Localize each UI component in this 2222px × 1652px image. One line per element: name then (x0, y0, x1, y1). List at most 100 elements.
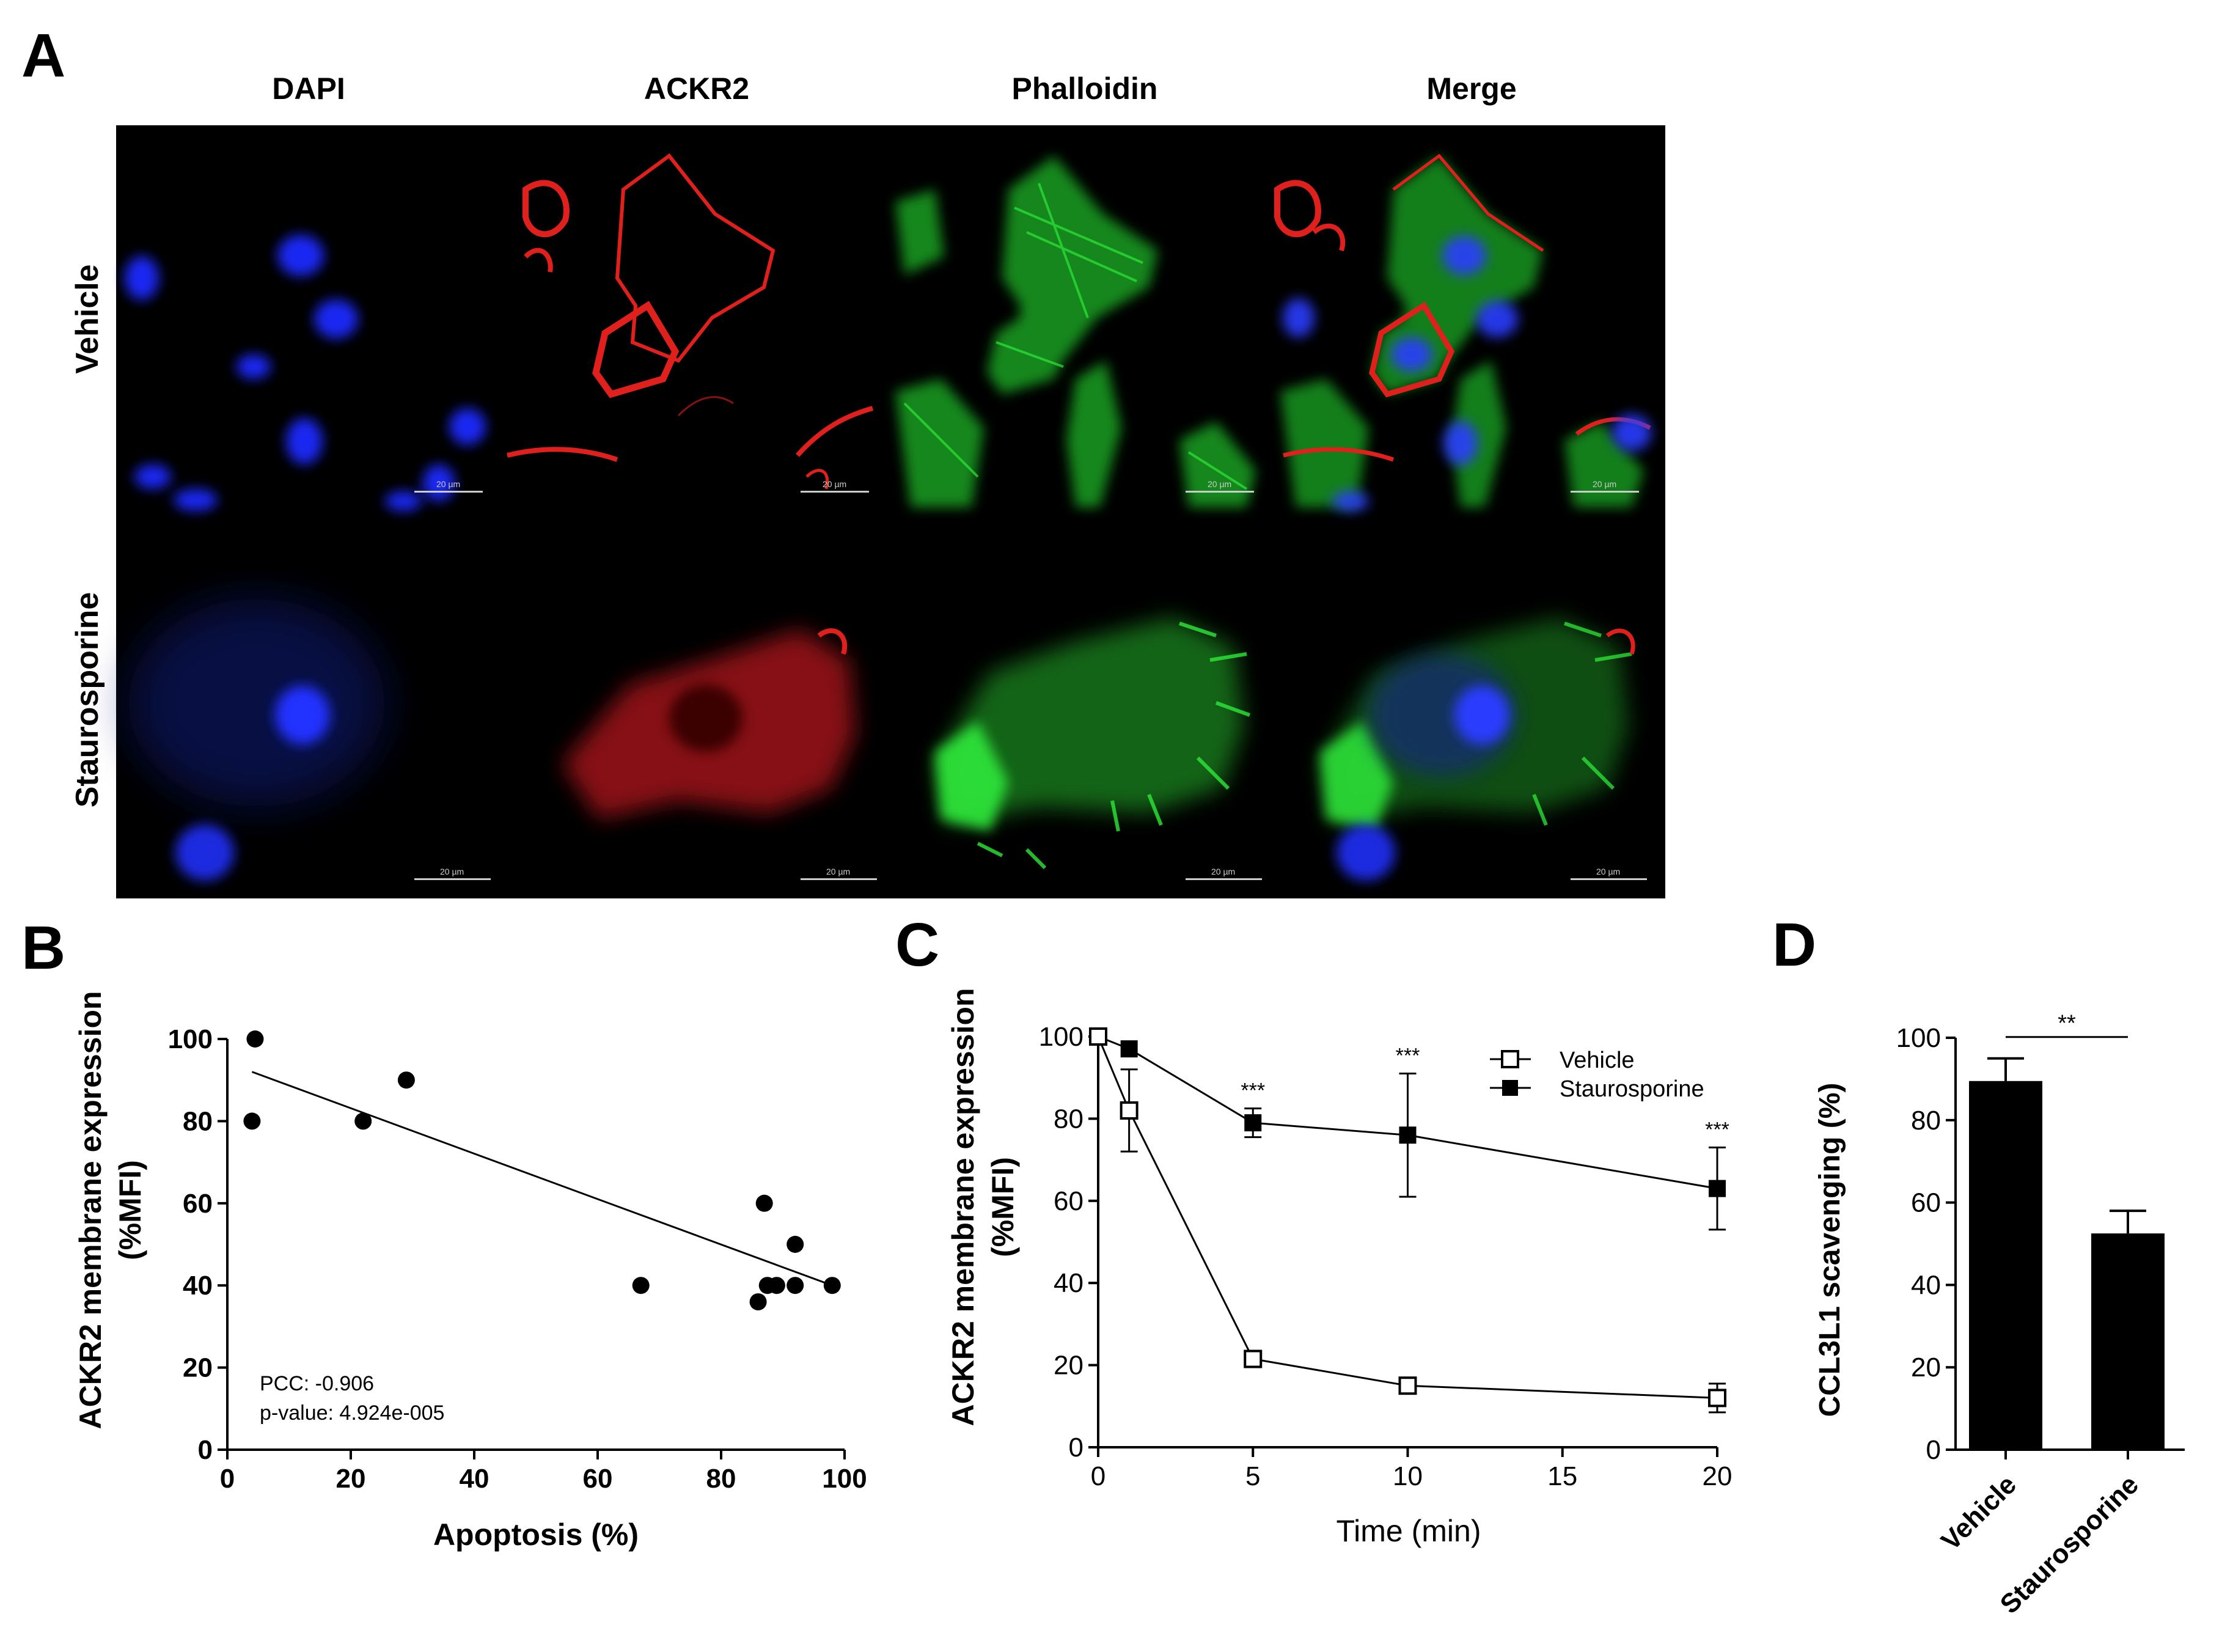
panel-c: C ACKR2 membrane expression (%MFI) Time … (895, 911, 1732, 1548)
y-tick-label: 20 (1911, 1353, 1941, 1382)
y-tick-label: 80 (183, 1106, 213, 1136)
b-data-point (768, 1277, 785, 1294)
b-axes: 0 20 40 60 80 100 0 20 40 60 80 100 (168, 1024, 867, 1494)
micrograph-vehicle-ackr2 (507, 153, 874, 490)
micrograph-staurosporine-phalloidin (935, 617, 1251, 870)
x-tick-label: 0 (1091, 1461, 1106, 1491)
x-tick-label: 5 (1245, 1461, 1260, 1491)
c-legend-vehicle: Vehicle (1560, 1048, 1635, 1073)
x-tick-label: 15 (1547, 1461, 1577, 1491)
y-tick-label: 0 (198, 1435, 213, 1465)
c-legend-marker-vehicle (1501, 1050, 1519, 1068)
y-tick-label: 0 (1069, 1433, 1084, 1463)
b-data-point (787, 1277, 804, 1294)
b-data-point (246, 1030, 264, 1048)
column-label-dapi: DAPI (272, 72, 345, 106)
x-tick-label: 80 (706, 1464, 736, 1494)
y-tick-label: 40 (1054, 1268, 1084, 1298)
scale-bar-label: 20 µm (823, 479, 846, 489)
panel-label-a: A (21, 21, 65, 90)
d-bar-staurosporine (2091, 1233, 2165, 1450)
scale-bar-label: 20 µm (1593, 479, 1616, 489)
y-tick-label: 60 (1911, 1188, 1941, 1218)
b-data-point (243, 1112, 261, 1130)
b-annotation-pcc: PCC: -0.906 (260, 1372, 374, 1395)
b-data-point (397, 1071, 415, 1089)
c-ylabel-line2: (%MFI) (986, 1157, 1020, 1257)
panel-d: D CCL3L1 scavenging (%) 0 20 40 60 80 100 Veh… (1772, 911, 2185, 1620)
b-annotation-pvalue: p-value: 4.924e-005 (260, 1401, 444, 1425)
b-data-point (823, 1277, 841, 1294)
c-plot: *** *** *** (1089, 1027, 1729, 1414)
c-data-point-staurosporine (1244, 1114, 1262, 1132)
c-data-point-vehicle (1398, 1376, 1417, 1395)
c-legend: Vehicle Staurosporine (1490, 1048, 1704, 1102)
c-data-point-staurosporine (1709, 1180, 1726, 1197)
d-significance-mark: ** (2058, 1011, 2076, 1037)
y-tick-label: 60 (183, 1189, 213, 1219)
c-xlabel: Time (min) (1336, 1514, 1481, 1548)
c-data-point-staurosporine (1399, 1126, 1417, 1144)
c-data-point-vehicle (1244, 1349, 1263, 1368)
c-data-point-vehicle (1708, 1389, 1726, 1408)
x-tick-label: 20 (336, 1464, 366, 1494)
scale-bar-label: 20 µm (436, 479, 460, 489)
x-tick-label: 20 (1703, 1461, 1733, 1491)
scale-bar-label: 20 µm (440, 867, 464, 876)
c-significance-mark: *** (1396, 1044, 1420, 1067)
y-tick-label: 0 (1926, 1435, 1941, 1465)
scale-bar-label: 20 µm (826, 867, 850, 876)
b-xlabel: Apoptosis (%) (433, 1518, 639, 1552)
b-ylabel: ACKR2 membrane expression (73, 991, 108, 1430)
b-data-point (787, 1236, 804, 1253)
column-label-merge: Merge (1426, 72, 1516, 106)
c-ylabel: ACKR2 membrane expression (946, 988, 980, 1426)
panel-label-d: D (1772, 911, 1816, 979)
c-data-point-staurosporine (1120, 1040, 1138, 1058)
panel-b: B ACKR2 membrane expression (%MFI) Apopt… (21, 914, 867, 1552)
y-tick-label: 100 (1039, 1022, 1084, 1052)
row-label-staurosporine: Staurosporine (70, 592, 105, 808)
scale-bars: 20 µm 20 µm 20 µm 20 µm 20 µm 20 µm 20 µ… (414, 479, 1647, 880)
y-tick-label: 80 (1911, 1106, 1941, 1136)
row-label-vehicle: Vehicle (70, 264, 105, 373)
panel-label-b: B (21, 914, 65, 982)
d-category-label: Vehicle (1935, 1469, 2022, 1556)
c-significance-mark: *** (1705, 1118, 1729, 1141)
b-data-point (354, 1112, 372, 1130)
micrograph-staurosporine-ackr2 (562, 628, 856, 819)
b-ylabel-line2: (%MFI) (113, 1160, 147, 1260)
column-label-ackr2: ACKR2 (644, 72, 749, 106)
d-ylabel: CCL3L1 scavenging (%) (1814, 1083, 1846, 1417)
c-data-point-vehicle (1089, 1027, 1107, 1046)
x-tick-label: 60 (583, 1464, 613, 1494)
scale-bar-label: 20 µm (1208, 479, 1231, 489)
b-plot (243, 1030, 841, 1311)
scale-bar-label: 20 µm (1596, 867, 1620, 876)
panel-a: A DAPI ACKR2 Phalloidin Merge Vehicle St… (21, 21, 1665, 898)
b-data-point (632, 1277, 650, 1294)
c-legend-staurosporine: Staurosporine (1560, 1076, 1704, 1102)
x-tick-label: 10 (1393, 1461, 1423, 1491)
x-tick-label: 0 (220, 1464, 235, 1494)
panel-label-c: C (895, 911, 939, 979)
y-tick-label: 80 (1054, 1104, 1084, 1134)
y-tick-label: 100 (168, 1024, 213, 1054)
y-tick-label: 60 (1054, 1186, 1084, 1216)
x-tick-label: 100 (822, 1464, 867, 1494)
y-tick-label: 20 (183, 1353, 213, 1383)
y-tick-label: 20 (1054, 1351, 1084, 1381)
x-tick-label: 40 (460, 1464, 490, 1494)
b-data-point (749, 1293, 767, 1311)
c-axes: 0 20 40 60 80 100 0 5 10 15 20 (1039, 1022, 1733, 1491)
c-significance-mark: *** (1241, 1079, 1265, 1103)
y-tick-label: 40 (183, 1271, 213, 1301)
scale-bar-label: 20 µm (1211, 867, 1235, 876)
c-data-point-vehicle (1120, 1101, 1138, 1120)
micrograph-staurosporine-merge (1320, 617, 1635, 881)
column-label-phalloidin: Phalloidin (1012, 72, 1158, 106)
d-bar-vehicle (1969, 1081, 2042, 1450)
y-tick-label: 40 (1911, 1270, 1941, 1300)
b-fit-line (251, 1071, 833, 1287)
